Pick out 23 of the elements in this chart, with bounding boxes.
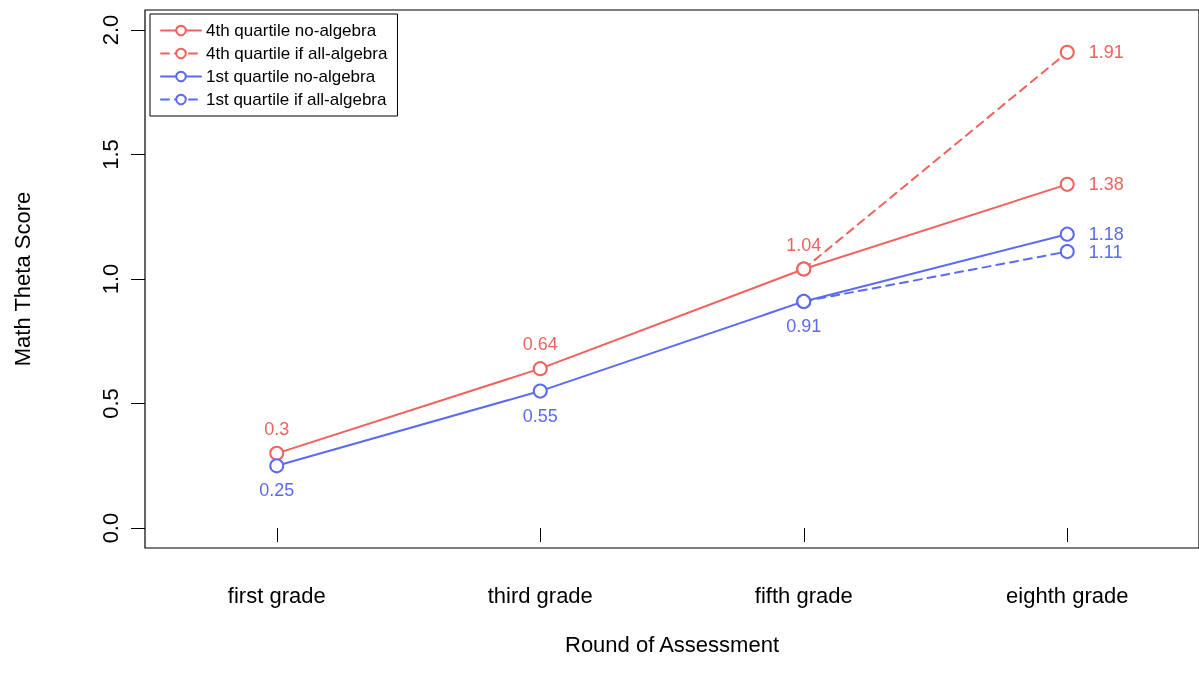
legend-label: 1st quartile no-algebra xyxy=(206,67,376,86)
x-tick-label: first grade xyxy=(227,582,326,608)
legend-label: 4th quartile if all-algebra xyxy=(206,44,388,63)
y-tick-label: 0.0 xyxy=(97,512,123,544)
data-label: 0.25 xyxy=(259,480,295,501)
data-label: 1.04 xyxy=(786,234,822,255)
x-tick-label: eighth grade xyxy=(1006,582,1129,608)
y-tick-label: 2.0 xyxy=(97,14,123,46)
legend-label: 1st quartile if all-algebra xyxy=(206,90,388,109)
x-tick-label: fifth grade xyxy=(754,582,853,608)
data-label: 0.91 xyxy=(786,315,822,336)
x-axis-title: Round of Assessment xyxy=(564,631,780,657)
x-tick-label: third grade xyxy=(487,582,593,608)
y-tick-label: 1.5 xyxy=(97,139,123,170)
y-axis-title: Math Theta Score xyxy=(9,191,35,367)
data-label: 1.91 xyxy=(1088,42,1124,63)
y-tick-label: 0.5 xyxy=(97,388,123,419)
data-label: 0.55 xyxy=(522,405,558,426)
data-label: 1.38 xyxy=(1088,174,1124,195)
legend-label: 4th quartile no-algebra xyxy=(206,21,377,40)
data-label: 0.64 xyxy=(522,334,558,355)
data-label: 0.3 xyxy=(264,418,290,439)
y-tick-label: 1.0 xyxy=(97,263,123,295)
